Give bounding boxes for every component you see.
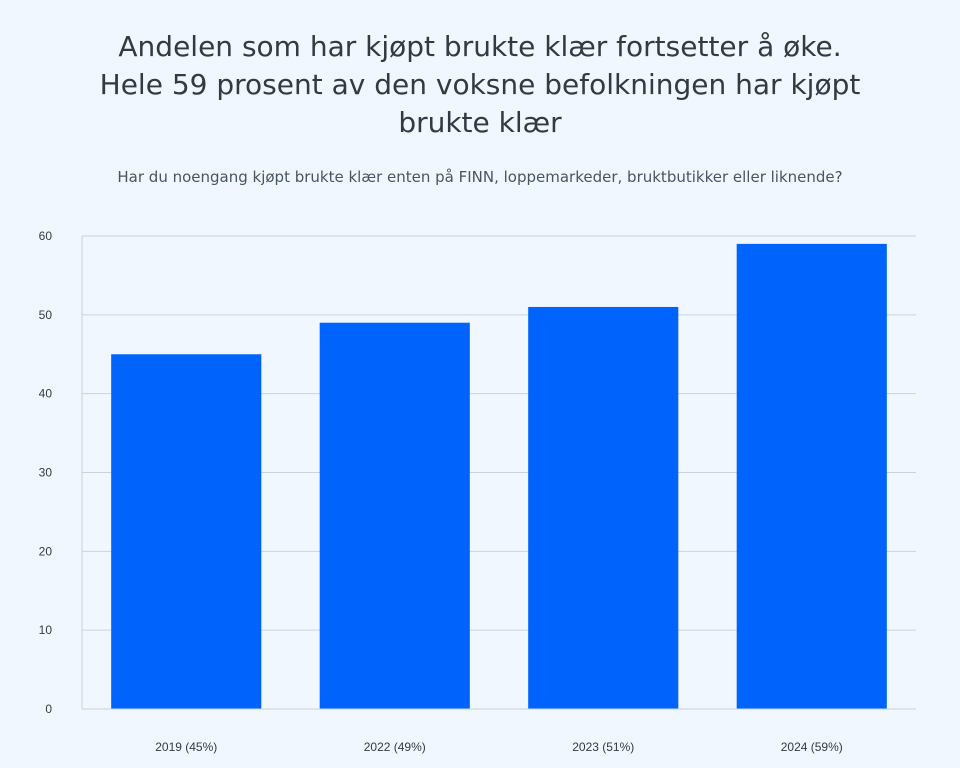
chart-subtitle: Har du noengang kjøpt brukte klær enten … <box>117 168 843 186</box>
y-tick-label: 30 <box>39 466 53 480</box>
chart-title-line-3: brukte klær <box>398 106 562 139</box>
bar-0 <box>111 354 262 709</box>
y-tick-label: 50 <box>39 308 53 322</box>
y-tick-label: 40 <box>39 387 53 401</box>
chart-title: Andelen som har kjøpt brukte klær fortse… <box>60 28 900 142</box>
bar-2 <box>528 306 679 709</box>
axes: 0 10 20 30 40 50 60 2019 (45%) 2022 (49%) 2023 (5… <box>39 229 916 754</box>
y-tick-label: 20 <box>39 544 53 558</box>
y-tick-label: 60 <box>39 229 53 243</box>
chart-title-line-1: Andelen som har kjøpt brukte klær fortse… <box>118 30 842 63</box>
x-tick-label: 2019 (45%) <box>155 740 217 754</box>
x-tick-label: 2024 (59%) <box>781 740 843 754</box>
chart-title-line-2: Hele 59 prosent av den voksne befolkning… <box>99 68 861 101</box>
bars <box>111 243 887 709</box>
y-tick-label: 0 <box>45 702 52 716</box>
x-tick-label: 2022 (49%) <box>364 740 426 754</box>
x-tick-label: 2023 (51%) <box>572 740 634 754</box>
bar-3 <box>736 243 887 709</box>
y-tick-label: 10 <box>39 623 53 637</box>
bar-1 <box>319 322 470 709</box>
